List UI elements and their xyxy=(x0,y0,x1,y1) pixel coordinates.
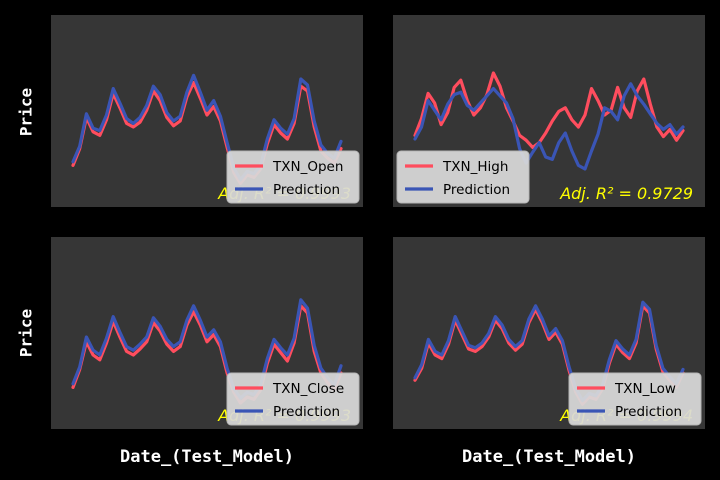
legend-entry-prediction: Prediction xyxy=(273,182,340,198)
legend-entry-actual: TXN_Open xyxy=(272,159,343,175)
legend: TXN_Open Prediction xyxy=(226,150,360,204)
y-axis-label-bottom: Price xyxy=(17,309,36,357)
legend-entry-actual: TXN_High xyxy=(442,159,508,175)
adj-r2-annotation: Adj. R² = 0.9729 xyxy=(559,184,693,203)
legend-entry-prediction: Prediction xyxy=(273,404,340,420)
legend: TXN_Low Prediction xyxy=(568,372,702,426)
legend: TXN_High Prediction xyxy=(396,150,530,204)
series-line-prediction xyxy=(413,82,685,171)
legend-entry-actual: TXN_Close xyxy=(272,381,344,397)
x-axis-label-left: Date_(Test_Model) xyxy=(120,447,294,467)
series-line-actual xyxy=(413,71,685,149)
legend-entry-actual: TXN_Low xyxy=(614,381,676,397)
legend-entry-prediction: Prediction xyxy=(443,182,510,198)
y-axis-label-top: Price xyxy=(17,88,36,136)
series-line-prediction xyxy=(71,298,343,400)
x-axis-label-right: Date_(Test_Model) xyxy=(462,447,636,467)
series-line-prediction xyxy=(413,300,685,403)
series-line-prediction xyxy=(71,73,343,182)
subplot-top-right: Adj. R² = 0.9729 TXN_High Prediction xyxy=(393,15,705,207)
legend: TXN_Close Prediction xyxy=(226,372,360,426)
legend-entry-prediction: Prediction xyxy=(615,404,682,420)
